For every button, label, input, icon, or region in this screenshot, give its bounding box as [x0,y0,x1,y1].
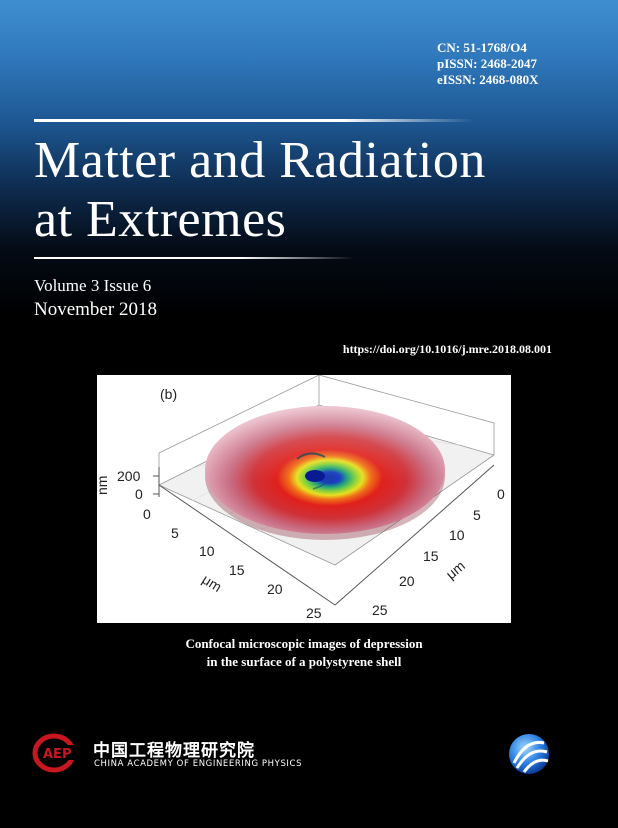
left-axis-tick-label: 20 [267,581,283,597]
caep-emblem-icon: AEP [32,733,82,773]
journal-title-line-2: at Extremes [34,191,287,248]
left-axis-label: μm [199,571,224,595]
right-axis-tick-label: 5 [473,507,481,523]
z-tick-label: 0 [135,486,143,502]
z-axis-label: nm [97,476,110,495]
surface-disk [205,406,445,540]
right-axis-tick-label: 10 [449,527,465,543]
caption-line-1: Confocal microscopic images of depressio… [185,636,423,651]
left-axis-tick-label: 5 [171,525,179,541]
title-bottom-rule [34,257,354,259]
publisher-name-en: CHINA ACADEMY OF ENGINEERING PHYSICS [94,759,303,769]
volume-issue: Volume 3 Issue 6 [34,276,152,295]
publisher-name-cn: 中国工程物理研究院 [93,741,255,761]
electronic-issn: eISSN: 2468-080X [437,72,539,87]
left-axis-tick-label: 0 [143,506,151,522]
cover-figure: (b) nm 200 0 0 5 10 15 20 25 μm 0 5 10 [97,375,511,623]
left-axis-tick-label: 10 [199,543,215,559]
figure-caption: Confocal microscopic images of depressio… [97,635,511,671]
journal-title-line-1: Matter and Radiation [34,132,486,189]
issue-date: November 2018 [34,299,157,320]
plot-axes [158,464,495,606]
right-axis-tick-label: 25 [372,602,388,618]
journal-identifiers: CN: 51-1768/O4 pISSN: 2468-2047 eISSN: 2… [437,40,538,88]
right-axis-tick-label: 20 [399,573,415,589]
surface-plot: (b) nm 200 0 0 5 10 15 20 25 μm 0 5 10 [97,375,505,621]
left-axis-tick-label: 25 [306,605,322,621]
right-axis-tick-label: 15 [423,548,439,564]
right-axis-label: μm [443,557,468,582]
panel-label: (b) [160,386,177,402]
globe-logo-icon [509,734,549,774]
print-issn: pISSN: 2468-2047 [437,56,538,71]
doi-link[interactable]: https://doi.org/10.1016/j.mre.2018.08.00… [342,342,552,356]
left-axis-tick-label: 15 [229,562,245,578]
title-top-rule [34,119,474,122]
cn-number: CN: 51-1768/O4 [437,40,527,55]
right-axis-tick-label: 0 [497,486,505,502]
journal-title: Matter and Radiation at Extremes [34,131,486,249]
emblem-letters: AEP [43,747,71,762]
caption-line-2: in the surface of a polystyrene shell [206,654,402,669]
z-tick-label: 200 [117,468,141,484]
publisher-logo: AEP 中国工程物理研究院 CHINA ACADEMY OF ENGINEERI… [32,733,302,773]
